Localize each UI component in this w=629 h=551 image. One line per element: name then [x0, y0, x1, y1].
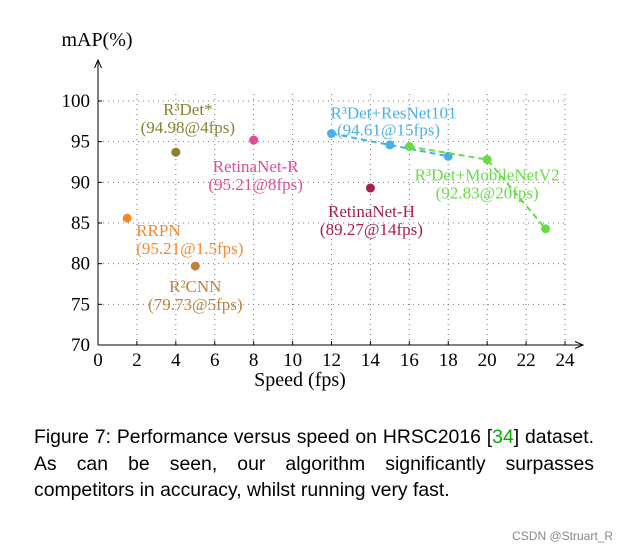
tick-labels: 0 2 4 6 8 10 12 14 16 18 20 22 24707580859095100mAP(…	[61, 29, 575, 391]
x-tick-label: 14	[361, 350, 381, 371]
data-label-retinanet-h-value: (89.27@14fps)	[320, 220, 423, 239]
x-tick-label: 16	[400, 350, 419, 371]
y-tick-label: 75	[71, 294, 90, 315]
data-label-r2cnn-name: R²CNN	[169, 277, 221, 296]
watermark: CSDN @Struart_R	[512, 529, 613, 543]
data-label-retinanet-r-name: RetinaNet-R	[213, 157, 300, 176]
y-tick-label: 85	[71, 213, 90, 234]
x-axis-label: Speed (fps)	[254, 369, 346, 391]
y-tick-label: 70	[71, 335, 90, 356]
series-point-resnet101	[327, 129, 336, 139]
data-label-retinanet-r-value: (95.21@8fps)	[208, 175, 303, 194]
x-tick-label: 0	[93, 350, 103, 371]
data-marks	[122, 129, 551, 271]
data-label-resnet101-value: (94.61@15fps)	[337, 121, 440, 140]
x-tick-label: 10	[283, 350, 302, 371]
figure-caption: Figure 7: Performance versus speed on HR…	[34, 424, 594, 504]
data-label-resnet101-name: R³Det+ResNet101	[330, 104, 456, 123]
x-tick-label: 2	[132, 350, 142, 371]
data-label-r3det-star-name: R³Det*	[163, 100, 212, 119]
x-tick-label: 6	[210, 350, 220, 371]
y-axis-arrow	[94, 58, 102, 69]
data-point-r2cnn	[190, 261, 200, 271]
x-tick-label: 8	[249, 350, 259, 371]
x-tick-label: 20	[478, 350, 497, 371]
y-tick-label: 100	[62, 91, 91, 112]
caption-suffix: ] dataset. As can be seen, our algorithm…	[34, 426, 594, 501]
caption-prefix: Figure 7: Performance versus speed on HR…	[34, 426, 493, 448]
series-point-resnet101	[385, 140, 395, 150]
x-tick-label: 18	[439, 350, 458, 371]
series-point-mobilenetv2	[404, 142, 414, 152]
series-point-mobilenetv2	[541, 224, 551, 234]
data-label-rrpn-name: RRPN	[136, 221, 180, 240]
series-point-mobilenetv2	[482, 155, 492, 165]
data-label-retinanet-h-name: RetinaNet-H	[328, 202, 415, 221]
x-tick-label: 12	[322, 350, 341, 371]
data-label-mobilenetv2-name: R³Det+MobileNetV2	[415, 166, 560, 185]
y-tick-label: 95	[71, 132, 90, 153]
y-tick-label: 80	[71, 254, 90, 275]
data-point-r3det-star	[171, 147, 181, 157]
data-labels: RRPN(95.21@1.5fps) R²CNN(79.73@5fps) R³Det…	[136, 100, 559, 314]
y-tick-label: 90	[71, 172, 90, 193]
data-point-retinanet-r	[249, 135, 259, 145]
data-label-r3det-star-value: (94.98@4fps)	[141, 118, 236, 137]
data-label-mobilenetv2-value: (92.83@20fps)	[436, 184, 539, 203]
data-point-rrpn	[122, 213, 132, 223]
x-tick-label: 22	[517, 350, 536, 371]
x-tick-label: 4	[171, 350, 181, 371]
data-point-retinanet-h	[365, 183, 375, 193]
axes	[94, 58, 585, 349]
x-tick-label: 24	[556, 350, 576, 371]
data-label-r2cnn-value: (79.73@5fps)	[148, 295, 243, 314]
x-axis-arrow	[574, 341, 585, 349]
data-label-rrpn-value: (95.21@1.5fps)	[136, 239, 243, 258]
y-axis-label: mAP(%)	[61, 29, 132, 51]
caption-reference-link[interactable]: 34	[492, 426, 514, 448]
scatter-chart: 0 2 4 6 8 10 12 14 16 18 20 22 24707580859095100mAP(…	[61, 29, 585, 391]
